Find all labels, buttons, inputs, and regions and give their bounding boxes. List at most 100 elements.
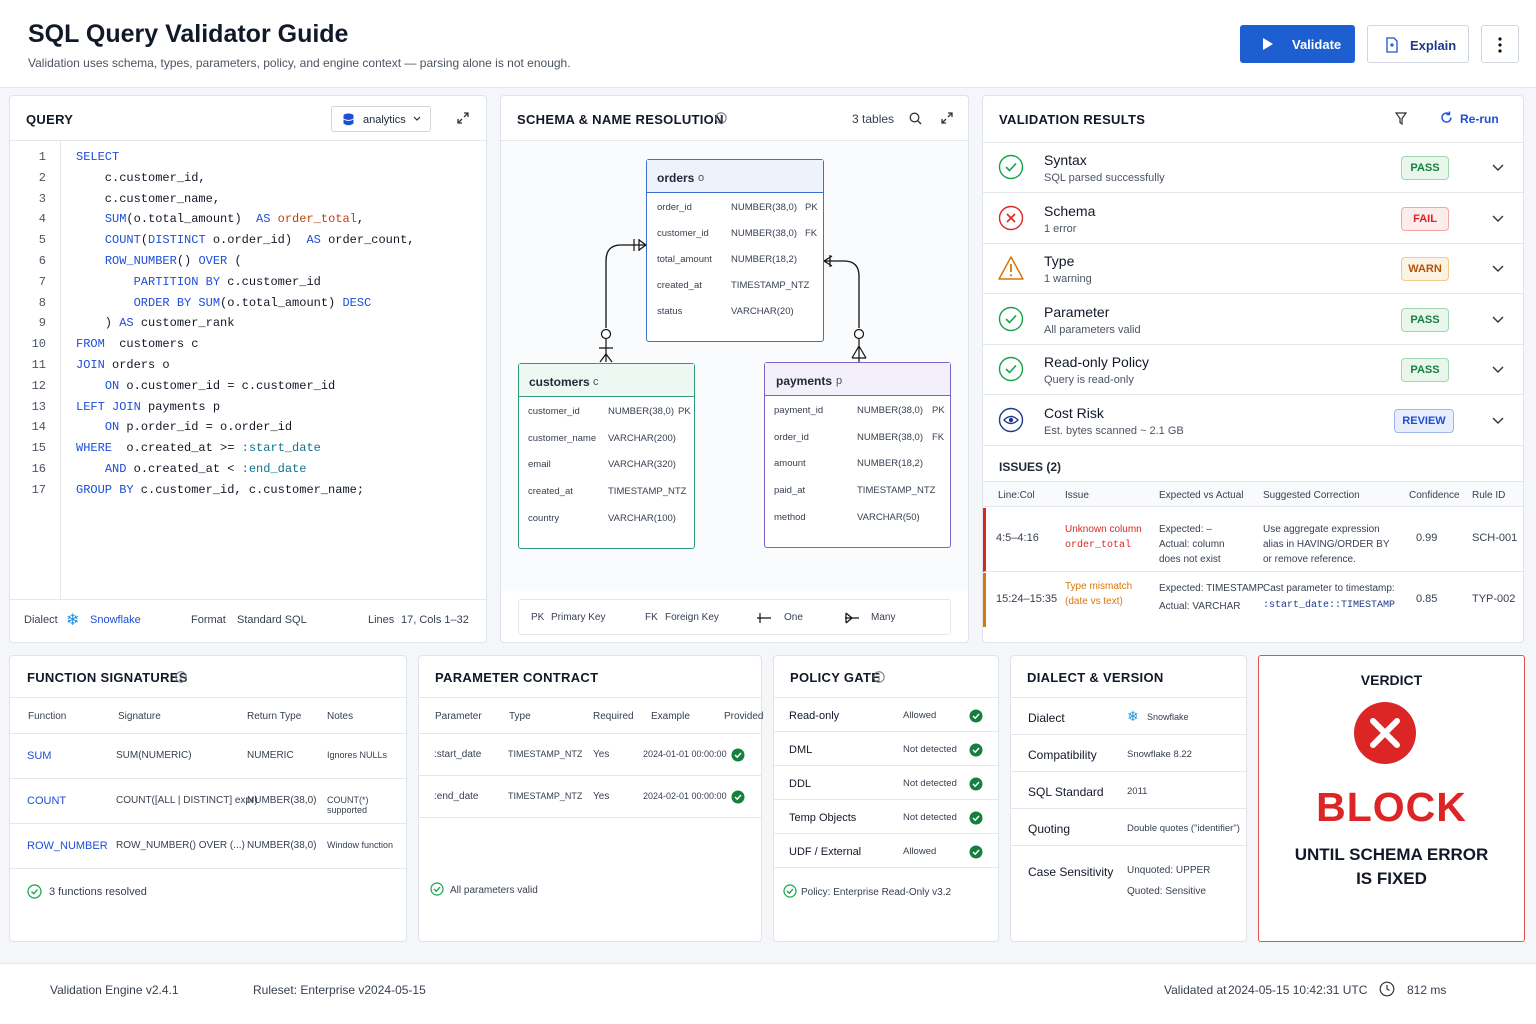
more-menu-button[interactable]	[1481, 25, 1519, 63]
info-icon[interactable]	[715, 112, 727, 124]
parameter-row[interactable]: :start_date TIMESTAMP_NTZ Yes 2024-01-01 00…	[419, 734, 761, 776]
check-row[interactable]: Schema 1 error FAIL	[983, 194, 1523, 244]
column-row[interactable]: total_amount NUMBER(18,2)	[647, 252, 823, 278]
filter-icon[interactable]	[1395, 112, 1407, 125]
check-row[interactable]: Parameter All parameters valid PASS	[983, 295, 1523, 345]
line-number: 1	[38, 150, 46, 164]
verdict-condition: IS FIXED	[1356, 869, 1427, 888]
column-row[interactable]: paid_at TIMESTAMP_NTZ	[765, 483, 950, 510]
column-row[interactable]: payment_id NUMBER(38,0) PK	[765, 403, 950, 430]
col-header: Provided	[724, 711, 764, 722]
dialect-value: Unquoted: UPPER	[1127, 865, 1211, 876]
column-row[interactable]: order_id NUMBER(38,0) PK	[647, 200, 823, 226]
column-type: NUMBER(38,0)	[857, 431, 923, 443]
info-icon[interactable]	[873, 671, 885, 683]
column-row[interactable]: customer_id NUMBER(38,0) PK	[519, 404, 694, 431]
policy-row[interactable]: Temp Objects Not detected	[774, 800, 998, 834]
column-name: country	[528, 512, 560, 524]
info-icon[interactable]	[175, 671, 187, 683]
policy-row[interactable]: Read-only Allowed	[774, 698, 998, 732]
dialect-key: Quoting	[1028, 822, 1071, 836]
er-table-orders[interactable]: orders o order_id NUMBER(38,0) PK customer_…	[646, 159, 824, 342]
parameter-contract-title: PARAMETER CONTRACT	[435, 670, 599, 685]
sql-code-editor[interactable]: SELECT c.customer_id, c.customer_name, S…	[76, 147, 415, 501]
column-key: PK	[805, 202, 818, 213]
column-row[interactable]: status VARCHAR(20)	[647, 304, 823, 330]
col-header: Signature	[118, 711, 161, 722]
column-row[interactable]: order_id NUMBER(38,0) FK	[765, 430, 950, 457]
dialect-label: Dialect	[24, 614, 58, 626]
chevron-down-icon[interactable]	[1492, 316, 1504, 324]
page-title: SQL Query Validator Guide	[28, 20, 349, 48]
chevron-down-icon[interactable]	[1492, 164, 1504, 172]
status-badge: REVIEW	[1394, 408, 1454, 433]
status-badge: PASS	[1401, 307, 1449, 332]
chevron-down-icon[interactable]	[1492, 215, 1504, 223]
column-type: NUMBER(18,2)	[857, 458, 923, 470]
column-row[interactable]: country VARCHAR(100)	[519, 511, 694, 538]
validation-duration: 812 ms	[1407, 983, 1447, 997]
policy-name: DML	[789, 744, 813, 756]
check-row[interactable]: Read-only Policy Query is read-only PASS	[983, 345, 1523, 395]
rerun-button[interactable]: Re-run	[1438, 110, 1508, 130]
column-row[interactable]: customer_name VARCHAR(200)	[519, 431, 694, 458]
issue-row[interactable]: 4:5–4:16 Unknown column order_total Expe…	[983, 508, 1523, 572]
policy-row[interactable]: DDL Not detected	[774, 766, 998, 800]
column-row[interactable]: email VARCHAR(320)	[519, 457, 694, 484]
chevron-down-icon[interactable]	[1492, 366, 1504, 374]
check-circle-icon	[998, 306, 1024, 332]
expand-icon[interactable]	[456, 111, 470, 125]
er-table-customers[interactable]: customers c customer_id NUMBER(38,0) PK cus…	[518, 363, 695, 549]
col-header: Expected vs Actual	[1159, 490, 1244, 501]
expand-icon[interactable]	[940, 111, 954, 125]
check-row[interactable]: Cost Risk Est. bytes scanned ~ 2.1 GB REVI…	[983, 396, 1523, 446]
er-table-payments[interactable]: payments p payment_id NUMBER(38,0) PK order…	[764, 362, 951, 548]
parameter-row[interactable]: :end_date TIMESTAMP_NTZ Yes 2024-02-01 00:0…	[419, 776, 761, 818]
database-selector[interactable]: analytics	[331, 106, 431, 132]
table-alias: o	[698, 172, 705, 184]
validated-label: Validated at	[1164, 983, 1227, 997]
code-line: WHERE o.created_at >= :start_date	[76, 441, 321, 456]
status-badge: WARN	[1401, 257, 1449, 281]
issue-type: Type mismatch	[1065, 581, 1133, 592]
column-type: VARCHAR(100)	[608, 512, 676, 524]
chevron-down-icon[interactable]	[1492, 417, 1504, 425]
legend-one: One	[784, 612, 803, 623]
editor-statusbar: Dialect ❄ Snowflake Format Standard SQL …	[10, 600, 486, 640]
check-row[interactable]: Type 1 warning WARN	[983, 244, 1523, 294]
function-row[interactable]: ROW_NUMBER ROW_NUMBER() OVER (...) NUMBER(…	[10, 824, 406, 869]
column-name: created_at	[657, 280, 702, 291]
search-icon[interactable]	[909, 112, 922, 125]
column-row[interactable]: method VARCHAR(50)	[765, 510, 950, 537]
function-signature: SUM(NUMERIC)	[116, 750, 192, 761]
policy-name: Temp Objects	[789, 812, 857, 824]
code-line: ORDER BY SUM(o.total_amount) DESC	[133, 295, 372, 310]
validate-button[interactable]: Validate	[1240, 25, 1355, 63]
issues-table: Line:Col Issue Expected vs Actual Sugges…	[983, 481, 1523, 643]
issue-fix: or remove reference.	[1263, 554, 1356, 565]
column-row[interactable]: amount NUMBER(18,2)	[765, 456, 950, 483]
code-line: ON o.customer_id = c.customer_id	[104, 378, 336, 393]
issue-rule-id: SCH-001	[1472, 532, 1518, 544]
function-row[interactable]: COUNT COUNT([ALL | DISTINCT] expr) NUMBER(…	[10, 779, 406, 824]
column-type: VARCHAR(20)	[731, 306, 794, 317]
line-number: 14	[31, 420, 46, 435]
explain-button[interactable]: Explain	[1367, 25, 1469, 63]
check-filled-icon	[969, 845, 983, 859]
policy-row[interactable]: DML Not detected	[774, 732, 998, 766]
policy-value: Allowed	[903, 710, 937, 721]
column-row[interactable]: created_at TIMESTAMP_NTZ	[647, 278, 823, 304]
chevron-down-icon[interactable]	[1492, 265, 1504, 273]
column-name: created_at	[528, 486, 573, 498]
column-row[interactable]: customer_id NUMBER(38,0) FK	[647, 226, 823, 252]
column-row[interactable]: created_at TIMESTAMP_NTZ	[519, 484, 694, 511]
check-row[interactable]: Syntax SQL parsed successfully PASS	[983, 143, 1523, 193]
check-detail: Est. bytes scanned ~ 2.1 GB	[1044, 424, 1184, 437]
parameters-footer: All parameters valid	[450, 885, 538, 896]
warning-triangle-icon	[998, 255, 1024, 281]
function-row[interactable]: SUM SUM(NUMERIC) NUMERIC Ignores NULLs	[10, 734, 406, 779]
column-type: TIMESTAMP_NTZ	[731, 280, 810, 291]
policy-row[interactable]: UDF / External Allowed	[774, 834, 998, 868]
check-filled-icon	[731, 790, 745, 804]
issue-row[interactable]: 15:24–15:35 Type mismatch (date vs text)…	[983, 573, 1523, 627]
